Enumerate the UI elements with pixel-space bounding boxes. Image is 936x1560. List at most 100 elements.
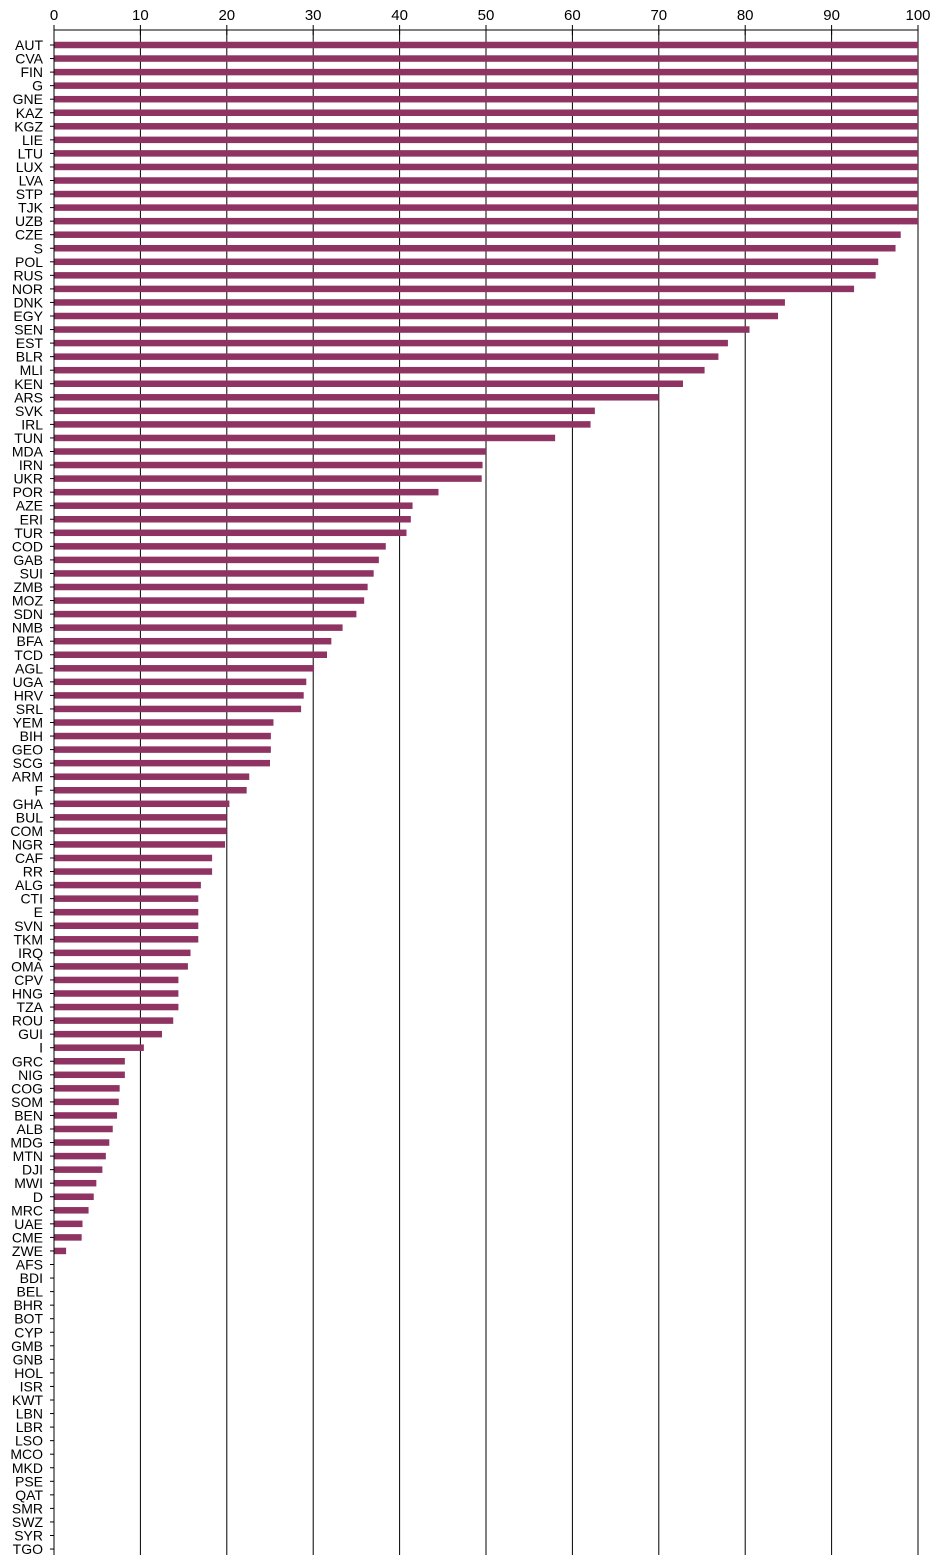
bar-rus (54, 272, 876, 279)
category-label: LBR (16, 1419, 43, 1435)
category-label: ERI (20, 511, 43, 527)
bar-tjk (54, 204, 918, 211)
bar-ben (54, 1112, 118, 1119)
category-label: BIH (20, 728, 43, 744)
category-label: PSE (15, 1473, 43, 1489)
category-label: CPV (14, 972, 43, 988)
bar-ken (54, 380, 683, 387)
bar-cme (54, 1234, 82, 1241)
category-label: BHR (13, 1297, 43, 1313)
category-label: QAT (15, 1487, 43, 1503)
category-label: NGR (12, 836, 43, 852)
bar-mli (54, 366, 705, 374)
bar-oma (54, 963, 188, 970)
category-label: NMB (12, 620, 43, 636)
bar-uga (54, 678, 307, 686)
category-label: KGZ (14, 118, 43, 134)
category-label: MOZ (12, 593, 44, 609)
category-label: S (34, 240, 43, 256)
bar-eri (54, 516, 411, 523)
bar-e (54, 908, 199, 916)
bar-bih (54, 732, 271, 740)
labels: AUTCVAFINGGNEKAZKGZLIELTULUXLVASTPTJKUZB… (10, 37, 44, 1557)
category-label: HRV (14, 687, 44, 703)
category-label: SDN (13, 606, 43, 622)
category-label: SEN (14, 322, 43, 338)
category-label: I (39, 1040, 43, 1056)
bar-uae (54, 1220, 83, 1228)
category-label: ARS (14, 389, 43, 405)
bar-zwe (54, 1247, 67, 1255)
bar-tun (54, 434, 556, 442)
bar-f (54, 787, 247, 794)
category-label: ROU (12, 1013, 43, 1029)
bar-ltu (54, 150, 918, 157)
bar-cze (54, 231, 901, 238)
bar-hng (54, 990, 179, 997)
category-label: IRN (19, 457, 43, 473)
category-label: TCD (14, 647, 43, 663)
bar-est (54, 339, 728, 347)
category-label: GMB (11, 1338, 43, 1354)
bar-por (54, 488, 439, 496)
axes: 0 10 20 30 40 50 60 70 80 90 100 (50, 7, 931, 1558)
bar-aze (54, 502, 413, 509)
category-label: AZE (16, 498, 43, 514)
bar-dji (54, 1166, 103, 1173)
category-label: CYP (14, 1324, 43, 1340)
category-label: MWI (14, 1175, 43, 1191)
bar-egy (54, 312, 779, 320)
bar-rou (54, 1017, 174, 1024)
bar-yem (54, 719, 274, 726)
category-label: LIE (22, 132, 43, 148)
bar-fin (54, 68, 918, 76)
category-label: LTU (18, 145, 43, 161)
category-label: MRC (11, 1202, 43, 1218)
category-label: UZB (15, 213, 43, 229)
x-tick-label: 20 (218, 7, 235, 24)
category-label: CAF (15, 850, 43, 866)
category-label: CZE (15, 227, 43, 243)
bar-tkm (54, 936, 199, 943)
category-label: MDG (10, 1135, 43, 1151)
category-label: MTN (13, 1148, 43, 1164)
bar-nmb (54, 624, 343, 631)
bar-tur (54, 529, 407, 537)
bar-cva (54, 55, 918, 62)
bar-d (54, 1193, 94, 1200)
category-label: ISR (20, 1378, 43, 1394)
bar-sdn (54, 610, 357, 618)
category-label: D (33, 1189, 43, 1205)
category-label: POL (15, 254, 43, 270)
bar-ukr (54, 475, 482, 482)
category-label: CTI (20, 891, 43, 907)
bar-gab (54, 556, 379, 564)
category-label: BUL (16, 809, 43, 825)
x-tick-label: 100 (905, 7, 930, 24)
category-label: IRQ (18, 945, 43, 961)
category-label: DJI (22, 1162, 43, 1178)
category-label: MDA (12, 444, 44, 460)
bar-alg (54, 881, 201, 889)
category-label: ALG (15, 877, 43, 893)
category-label: KEN (14, 376, 43, 392)
bar-gui (54, 1030, 162, 1038)
bar-s (54, 245, 896, 252)
category-label: TUN (14, 430, 43, 446)
bar-lva (54, 177, 918, 184)
x-tick-label: 70 (650, 7, 667, 24)
category-label: AGL (15, 660, 43, 676)
x-tick-label: 30 (305, 7, 322, 24)
category-label: KWT (12, 1392, 44, 1408)
category-label: GRC (12, 1053, 43, 1069)
category-label: NOR (12, 281, 43, 297)
bar-sen (54, 326, 750, 333)
category-label: COG (11, 1080, 43, 1096)
category-label: AFS (16, 1257, 43, 1273)
category-label: CVA (15, 51, 43, 67)
category-label: SVK (15, 403, 44, 419)
bar-irn (54, 461, 483, 469)
category-label: SVN (14, 918, 43, 934)
bar-i (54, 1044, 144, 1051)
